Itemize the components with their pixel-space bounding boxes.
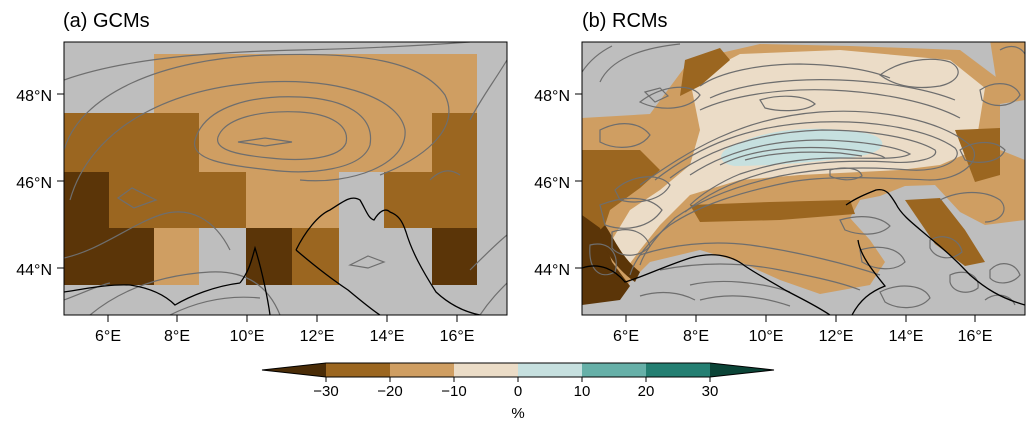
lon-tick-label: 14°E	[889, 328, 924, 345]
lon-tick-label: 8°E	[683, 328, 709, 345]
coastlines	[582, 188, 1025, 315]
colorbar-tick-label: −10	[441, 383, 466, 400]
lat-tick-label: 46°N	[16, 175, 52, 192]
colorbar-bin	[390, 363, 454, 377]
colorbar-bin	[646, 363, 710, 377]
colorbar-extend-low	[262, 363, 326, 377]
colorbar-ticks	[325, 377, 711, 382]
colorbar-unit-label: %	[511, 405, 524, 422]
panel-a-lat-axis	[57, 93, 64, 269]
panel-b: (b) RCMs	[534, 10, 1026, 345]
colorbar-bin	[454, 363, 518, 377]
panel-b-title: (b) RCMs	[582, 10, 668, 32]
panel-b-map	[582, 42, 1025, 315]
orography-contours	[582, 43, 1025, 309]
colorbar-bin	[326, 363, 390, 377]
colorbar-tick-label: −30	[313, 383, 338, 400]
panel-b-lat-axis	[575, 93, 582, 269]
panel-a-map	[64, 42, 507, 315]
colorbar-bin	[518, 363, 582, 377]
lon-tick-label: 12°E	[819, 328, 854, 345]
lat-tick-label: 48°N	[534, 88, 570, 105]
colorbar: −30 −20 −10 0 10 20 30 %	[261, 362, 775, 422]
panel-a-title: (a) GCMs	[63, 10, 150, 32]
colorbar-tick-label: 20	[638, 383, 655, 400]
colorbar-bin	[582, 363, 646, 377]
colorbar-tick-label: −20	[377, 383, 402, 400]
lat-tick-label: 48°N	[16, 88, 52, 105]
lon-tick-label: 16°E	[958, 328, 993, 345]
panel-a-lon-axis	[107, 315, 458, 322]
panel-a-frame	[63, 41, 508, 316]
lat-tick-label: 44°N	[16, 262, 52, 279]
lon-tick-label: 6°E	[613, 328, 639, 345]
lon-tick-label: 8°E	[164, 328, 190, 345]
panel-b-frame	[581, 41, 1026, 316]
colorbar-tick-label: 10	[574, 383, 591, 400]
panel-a: (a) GCMs	[16, 10, 508, 345]
colorbar-tick-label: 30	[702, 383, 719, 400]
lon-tick-label: 14°E	[370, 328, 405, 345]
gcm-grid-cells	[64, 54, 477, 285]
colorbar-extend-high	[710, 363, 774, 377]
lat-tick-label: 46°N	[534, 175, 570, 192]
lat-tick-label: 44°N	[534, 262, 570, 279]
colorbar-tick-label: 0	[514, 383, 522, 400]
lon-tick-label: 12°E	[300, 328, 335, 345]
lon-tick-label: 6°E	[95, 328, 121, 345]
lon-tick-label: 10°E	[749, 328, 784, 345]
lon-tick-label: 10°E	[230, 328, 265, 345]
orography-contours	[64, 42, 507, 315]
panel-b-lon-axis	[625, 315, 976, 322]
lon-tick-label: 16°E	[440, 328, 475, 345]
coastlines	[64, 197, 481, 315]
